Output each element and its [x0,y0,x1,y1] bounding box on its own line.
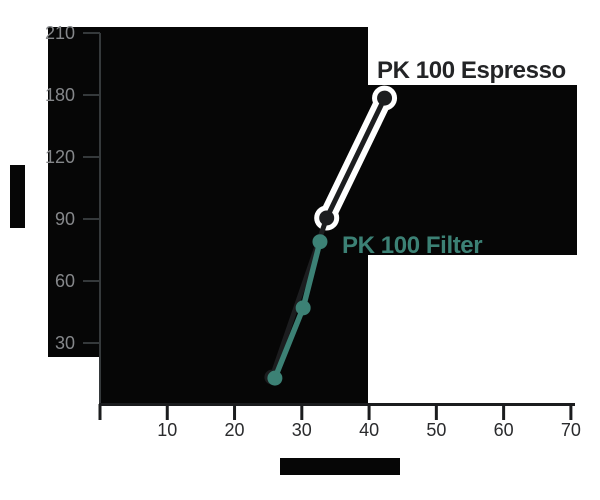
filter-data-point [267,370,283,386]
plot-background-block-right [368,85,577,255]
redacted-x-axis-title [280,458,400,475]
redacted-y-axis-title [10,165,25,228]
series-label-espresso: PK 100 Espresso [377,57,566,84]
espresso-data-point [319,210,335,226]
espresso-data-point [377,90,393,106]
filter-data-point [312,234,328,250]
series-label-filter: PK 100 Filter [342,232,483,259]
filter-data-point [295,300,311,316]
